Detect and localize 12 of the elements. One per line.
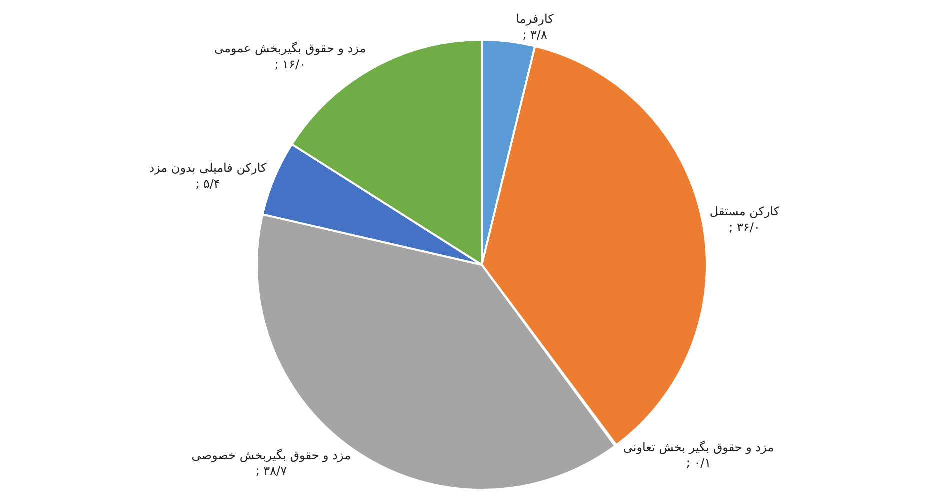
data-label: ; ۳۶/۰ — [729, 220, 760, 234]
slice-label: کارفرما — [516, 12, 554, 26]
slice-label: مزد و حقوق بگیربخش خصوصی — [192, 448, 352, 463]
slice-label: مزد و حقوق بگیر بخش تعاونی — [623, 440, 774, 455]
slice-label: مزد و حقوق بگیربخش عمومی — [214, 42, 366, 56]
slice-label: کارکن فامیلی بدون مزد — [149, 161, 267, 176]
data-label: ; ۵/۴ — [196, 176, 220, 191]
slice-label: کارکن مستقل — [710, 204, 780, 219]
data-label: ; ۳۸/۷ — [256, 464, 288, 478]
data-label: ; ۰/۱ — [686, 456, 712, 470]
data-label: ; ۳/۸ — [522, 28, 548, 42]
data-label: ; ۱۶/۰ — [274, 57, 306, 72]
